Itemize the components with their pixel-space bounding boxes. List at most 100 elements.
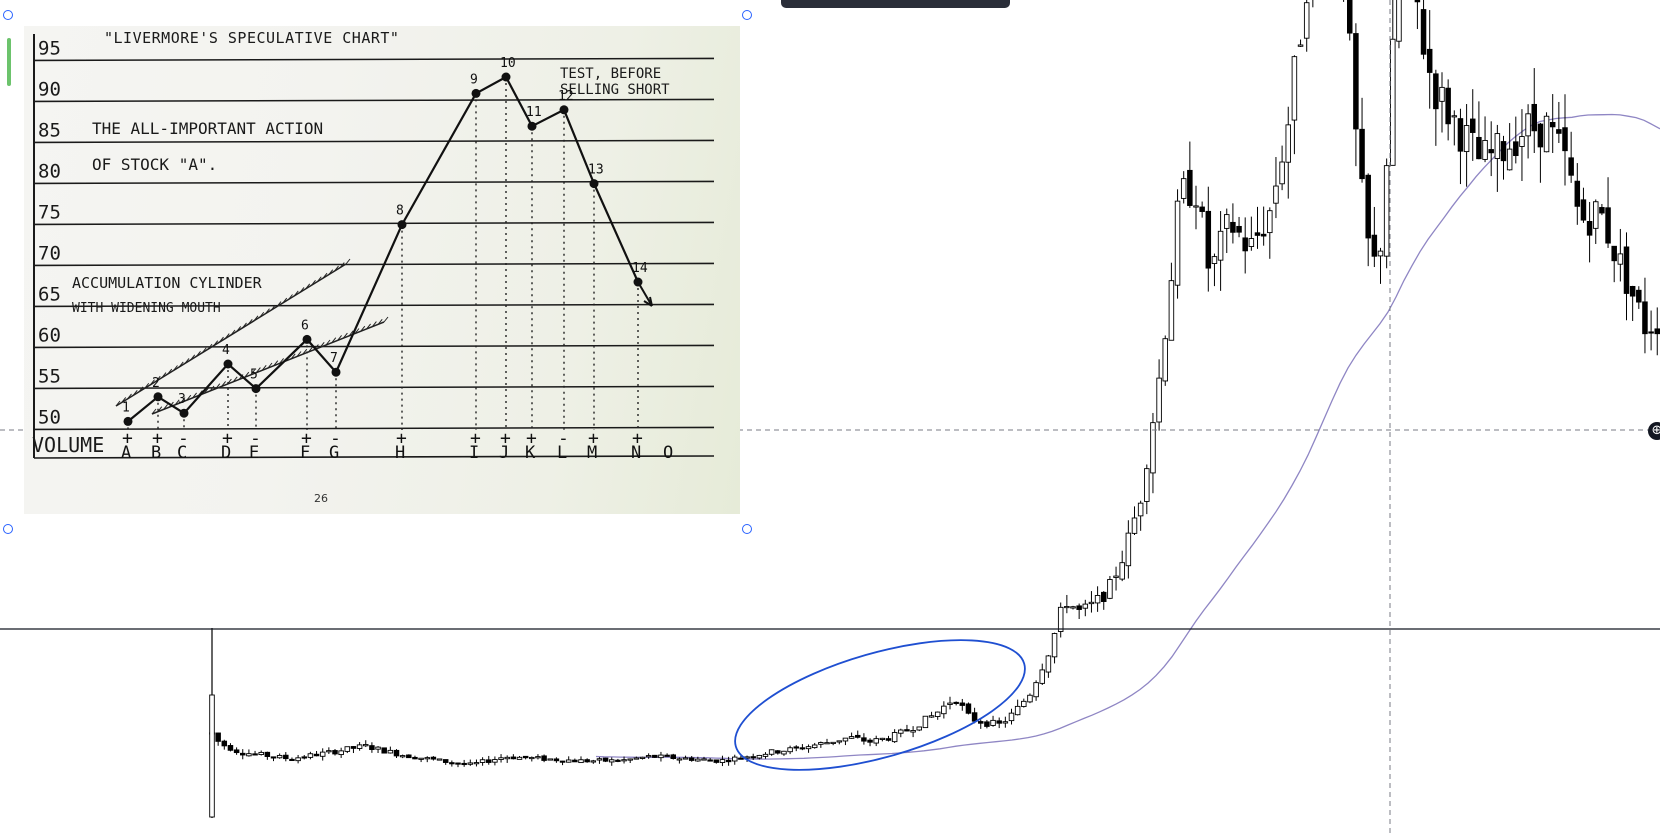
- candle-body: [264, 751, 271, 757]
- candle-body: [633, 757, 640, 760]
- cylinder-hatch-mark: [178, 361, 184, 368]
- candle-body: [486, 759, 492, 763]
- resize-handle-bottom-left[interactable]: [3, 524, 13, 534]
- cylinder-hatch-mark: [299, 287, 305, 293]
- cylinder-hatch-mark: [319, 341, 325, 348]
- cylinder-hatch-mark: [219, 336, 224, 343]
- candle-body: [1217, 230, 1224, 261]
- sketch-volume-mark: -: [330, 428, 341, 449]
- candle-body: [1457, 118, 1464, 152]
- sketch-x-letter: N: [631, 443, 641, 463]
- left-scroll-indicator[interactable]: [7, 38, 11, 86]
- candle-body: [1549, 121, 1556, 128]
- candle-body: [406, 754, 412, 759]
- candle-body: [461, 762, 467, 766]
- livermore-sketch-image[interactable]: 95 90 85 80 75 70 65 60 55 50 "LIVERMORE'S SPECUL…: [24, 26, 740, 514]
- candle-body: [1390, 38, 1396, 166]
- cylinder-hatch-mark: [127, 393, 132, 400]
- candle-body: [1642, 301, 1648, 335]
- candle-body: [1088, 601, 1095, 605]
- candle-body: [1623, 246, 1630, 294]
- candle-body: [418, 757, 424, 760]
- candle-body: [565, 759, 572, 763]
- candle-body: [239, 752, 246, 756]
- sketch-x-letter: C: [177, 443, 187, 463]
- sketch-point-label: 2: [152, 376, 160, 391]
- candle-body: [504, 756, 510, 760]
- sketch-point: [331, 367, 341, 377]
- candle-body: [1057, 606, 1064, 632]
- candle-body: [350, 746, 357, 749]
- sketch-price-path: [127, 75, 640, 423]
- candle-body: [1107, 579, 1113, 599]
- candle-body: [449, 762, 455, 765]
- candle-body: [1193, 205, 1199, 208]
- cylinder-hatch-mark: [360, 325, 366, 332]
- candle-body: [442, 759, 449, 763]
- candle-body: [1648, 331, 1654, 334]
- top-toolbar-stub[interactable]: [781, 0, 1010, 8]
- candle-body: [1205, 210, 1212, 269]
- accumulation-ellipse-drawing[interactable]: [721, 614, 1038, 797]
- candle-body: [1500, 141, 1507, 162]
- resize-handle-bottom-right[interactable]: [742, 524, 752, 534]
- candle-body: [1543, 115, 1550, 153]
- candle-body: [916, 726, 923, 731]
- candle-body: [233, 749, 240, 754]
- cylinder-hatch-mark: [232, 376, 238, 383]
- candle-body: [1131, 517, 1138, 534]
- candle-body: [658, 754, 664, 759]
- moving-average-layer: [595, 113, 1660, 760]
- candle-body: [1519, 136, 1525, 147]
- candle-body: [455, 762, 461, 765]
- candle-body: [1592, 201, 1599, 229]
- sketch-y-tick: 75: [38, 201, 61, 223]
- sketch-y-tick: 50: [38, 406, 61, 428]
- candle-body: [695, 758, 701, 762]
- candle-body: [1236, 225, 1242, 233]
- resize-handle-top-left[interactable]: [3, 10, 13, 20]
- candle-body: [221, 740, 228, 747]
- candle-body: [971, 712, 978, 722]
- cylinder-hatch-mark: [348, 330, 354, 337]
- candle-body: [861, 737, 867, 742]
- candle-body: [1199, 206, 1205, 212]
- candle-body: [1144, 468, 1150, 502]
- sketch-x-letter: B: [151, 443, 161, 463]
- candle-body: [1506, 148, 1513, 171]
- cylinder-hatch-mark: [115, 400, 121, 407]
- candle-body: [246, 753, 252, 757]
- cylinder-hatch-mark: [273, 360, 279, 367]
- candle-body: [356, 744, 363, 749]
- candle-body: [522, 755, 529, 759]
- candle-body: [965, 703, 972, 714]
- sketch-volume-mark: +: [301, 428, 312, 449]
- candle-body: [1082, 603, 1089, 609]
- candle-body: [498, 757, 504, 760]
- candle-body: [1051, 633, 1058, 658]
- sketch-note-line-1: TEST, BEFORE: [560, 66, 661, 82]
- sketch-volume-mark: -: [250, 428, 261, 449]
- candle-body: [1230, 221, 1236, 233]
- sketch-x-letter: F: [300, 443, 310, 463]
- zoom-in-icon[interactable]: ⊕: [1648, 422, 1660, 440]
- candle-body: [1439, 86, 1445, 102]
- candle-body: [363, 744, 369, 747]
- cylinder-hatch-mark: [250, 369, 255, 376]
- candle-body: [707, 759, 713, 762]
- candle-body: [842, 737, 849, 742]
- sketch-drop-lines: [127, 77, 639, 430]
- candle-body: [867, 739, 873, 743]
- cylinder-hatch-mark: [354, 328, 360, 334]
- candle-body: [1125, 532, 1132, 567]
- candle-body: [1433, 73, 1439, 110]
- candle-body: [627, 758, 633, 761]
- candle-body: [928, 715, 935, 718]
- cylinder-hatch-mark: [196, 350, 201, 357]
- sketch-point: [153, 392, 163, 402]
- resize-handle-top-right[interactable]: [742, 10, 752, 20]
- sketch-y-tick: 95: [38, 37, 61, 59]
